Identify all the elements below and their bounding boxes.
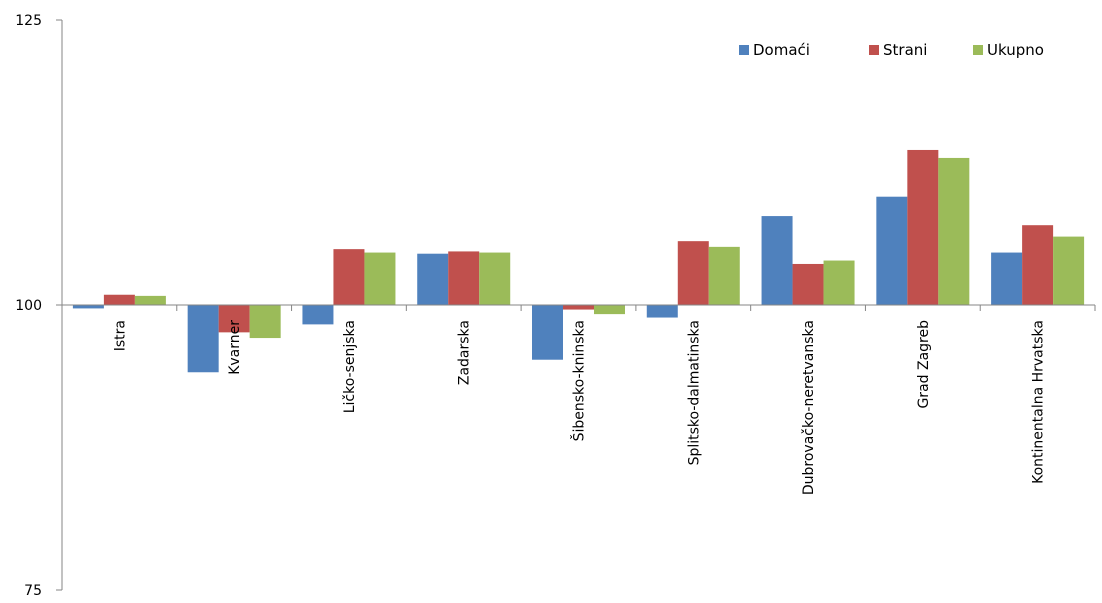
category-label: Kontinentalna Hrvatska <box>1031 320 1047 484</box>
bar-strani-6 <box>792 263 824 305</box>
legend-label: Domaći <box>753 41 810 59</box>
bar-strani-7 <box>907 149 939 305</box>
bar-domaći-3 <box>417 253 449 305</box>
category-label: Dubrovačko-neretvanska <box>801 320 817 495</box>
bar-domaći-2 <box>302 305 334 325</box>
bar-strani-2 <box>333 249 365 305</box>
y-tick-label: 100 <box>15 298 42 314</box>
legend-label: Strani <box>883 41 927 59</box>
bar-ukupno-4 <box>594 305 625 315</box>
bar-domaći-8 <box>991 252 1023 305</box>
bar-ukupno-5 <box>708 246 740 305</box>
bar-strani-3 <box>448 251 480 305</box>
bar-ukupno-1 <box>249 305 281 339</box>
legend-swatch-ukupno <box>973 45 983 55</box>
bar-ukupno-8 <box>1053 236 1085 305</box>
bar-domaći-4 <box>532 305 563 360</box>
bar-ukupno-7 <box>938 157 970 305</box>
bar-domaći-7 <box>876 196 908 305</box>
bar-group <box>72 149 1085 373</box>
bar-domaći-6 <box>761 216 793 305</box>
legend: Domaći Strani Ukupno <box>739 41 1044 59</box>
bar-strani-5 <box>677 241 709 305</box>
category-labels: Istra Kvarner Ličko-senjska Zadarska Šibensk… <box>112 320 1046 495</box>
category-label: Grad Zagreb <box>916 320 932 409</box>
category-label: Ličko-senjska <box>342 320 358 413</box>
legend-swatch-domaći <box>739 45 749 55</box>
bar-strani-0 <box>103 294 135 305</box>
legend-label: Ukupno <box>987 41 1044 59</box>
bar-strani-8 <box>1022 225 1054 305</box>
legend-swatch-strani <box>869 45 879 55</box>
bar-ukupno-2 <box>364 252 396 305</box>
bar-domaći-0 <box>72 305 104 309</box>
category-label: Kvarner <box>227 320 243 375</box>
bar-domaći-1 <box>187 305 219 373</box>
bar-domaći-5 <box>646 305 678 318</box>
y-tick-label: 125 <box>15 13 42 29</box>
y-tick-label: 75 <box>24 583 42 599</box>
category-label: Zadarska <box>457 320 473 385</box>
x-axis-ticks <box>61 305 1096 311</box>
bar-ukupno-0 <box>134 295 166 305</box>
category-label: Istra <box>112 320 128 351</box>
category-label: Šibensko-kninska <box>570 320 588 441</box>
bar-strani-1 <box>218 305 250 333</box>
category-label: Splitsko-dalmatinska <box>686 320 702 465</box>
y-axis-ticks: 75 100 125 <box>15 13 62 599</box>
bar-strani-4 <box>563 305 594 310</box>
bar-ukupno-3 <box>479 252 511 305</box>
bar-ukupno-6 <box>823 260 855 305</box>
